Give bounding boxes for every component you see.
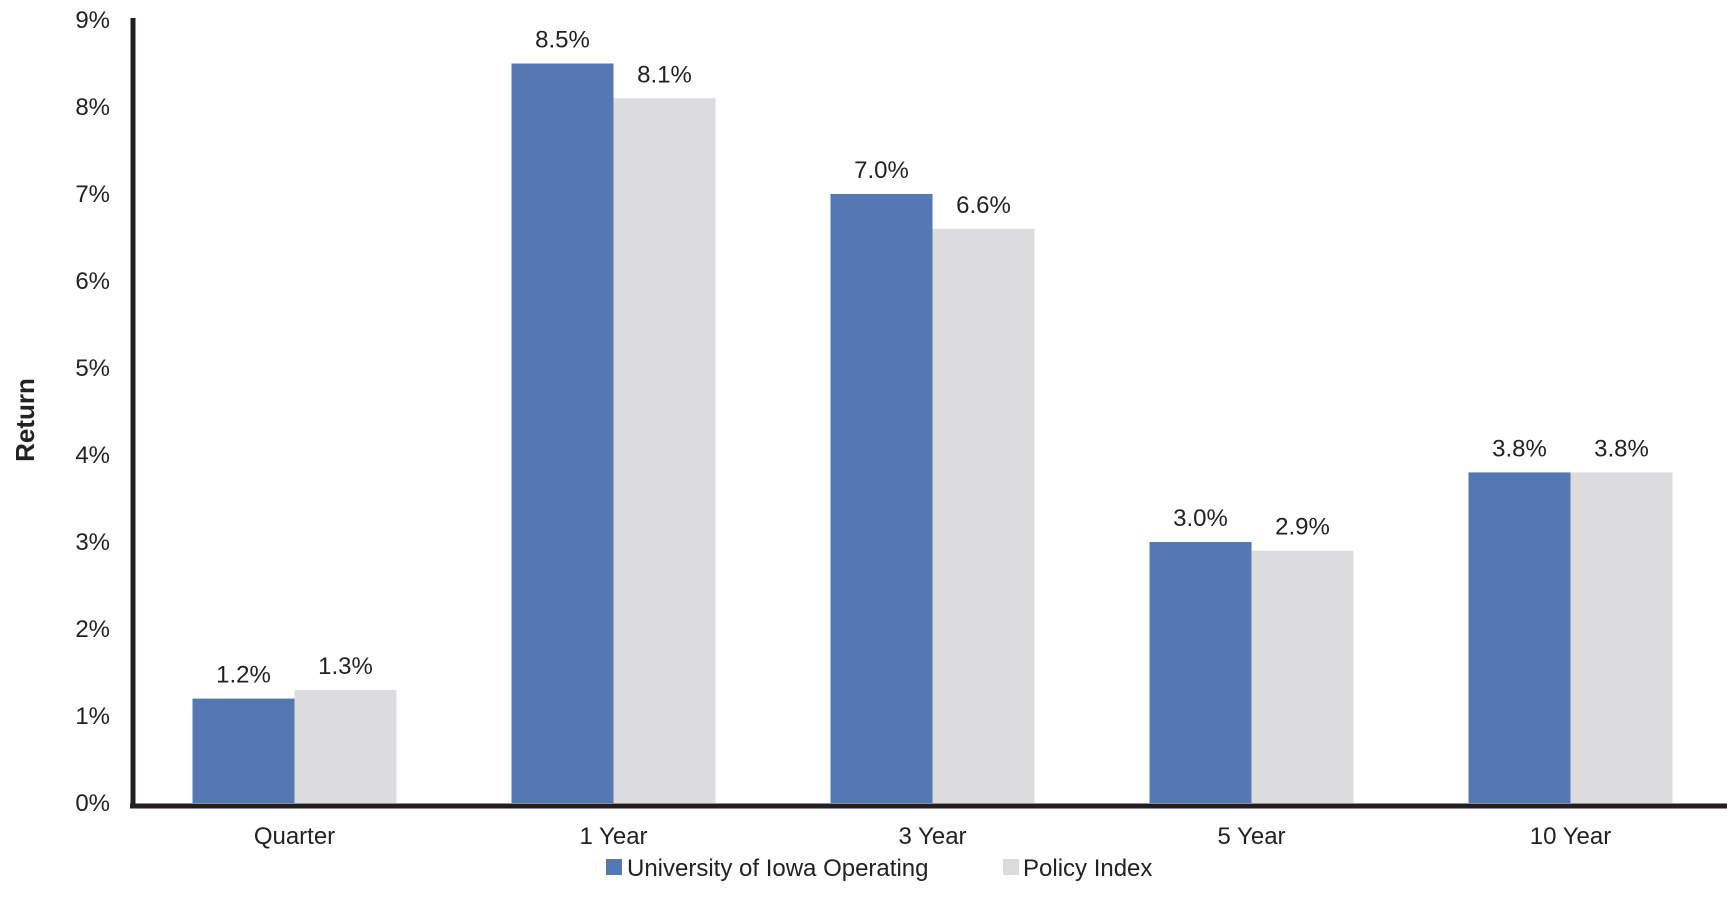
y-tick-label: 9% — [75, 7, 110, 34]
bars — [192, 63, 1673, 804]
bar — [294, 689, 397, 803]
data-label: 2.9% — [1275, 514, 1330, 541]
data-label: 8.1% — [637, 61, 692, 88]
y-axis-ticks: 0% 1% 2% 3% 4% 5% 6% 7% 8% 9% — [75, 7, 110, 817]
bar — [830, 194, 933, 803]
y-tick-label: 5% — [75, 355, 110, 382]
y-tick-label: 3% — [75, 529, 110, 556]
legend-label: University of Iowa Operating — [627, 855, 928, 882]
x-tick-label: Quarter — [254, 823, 335, 850]
data-label: 3.0% — [1173, 505, 1228, 532]
bar — [1570, 472, 1673, 803]
bar — [1251, 550, 1354, 803]
bar — [1149, 542, 1252, 803]
bar — [1468, 472, 1571, 803]
legend-swatch — [606, 859, 622, 875]
y-tick-label: 0% — [75, 790, 110, 817]
x-tick-label: 3 Year — [898, 823, 966, 850]
x-tick-label: 1 Year — [579, 823, 647, 850]
data-label: 1.3% — [318, 653, 373, 680]
y-tick-label: 8% — [75, 94, 110, 121]
data-label: 3.8% — [1492, 435, 1547, 462]
x-axis-categories: Quarter 1 Year 3 Year 5 Year 10 Year — [254, 823, 1611, 850]
legend: University of Iowa Operating Policy Index — [606, 855, 1152, 882]
legend-label: Policy Index — [1023, 855, 1152, 882]
data-label: 8.5% — [535, 27, 590, 54]
x-tick-label: 5 Year — [1217, 823, 1285, 850]
y-tick-label: 6% — [75, 268, 110, 295]
y-tick-label: 4% — [75, 442, 110, 469]
bar — [192, 698, 295, 803]
bar — [511, 63, 614, 803]
data-label: 1.2% — [216, 662, 271, 689]
legend-swatch — [1003, 859, 1019, 875]
y-tick-label: 2% — [75, 616, 110, 643]
y-axis-title: Return — [10, 378, 40, 462]
x-tick-label: 10 Year — [1530, 823, 1611, 850]
data-label: 6.6% — [956, 192, 1011, 219]
y-tick-label: 7% — [75, 181, 110, 208]
data-label: 7.0% — [854, 157, 909, 184]
bar — [613, 98, 716, 804]
y-tick-label: 1% — [75, 703, 110, 730]
data-label: 3.8% — [1594, 435, 1649, 462]
data-labels: 1.2% 1.3% 8.5% 8.1% 7.0% 6.6% 3.0% 2.9% 3.8% 3.8% — [216, 27, 1649, 689]
axes — [130, 18, 1727, 809]
bar — [932, 228, 1035, 804]
